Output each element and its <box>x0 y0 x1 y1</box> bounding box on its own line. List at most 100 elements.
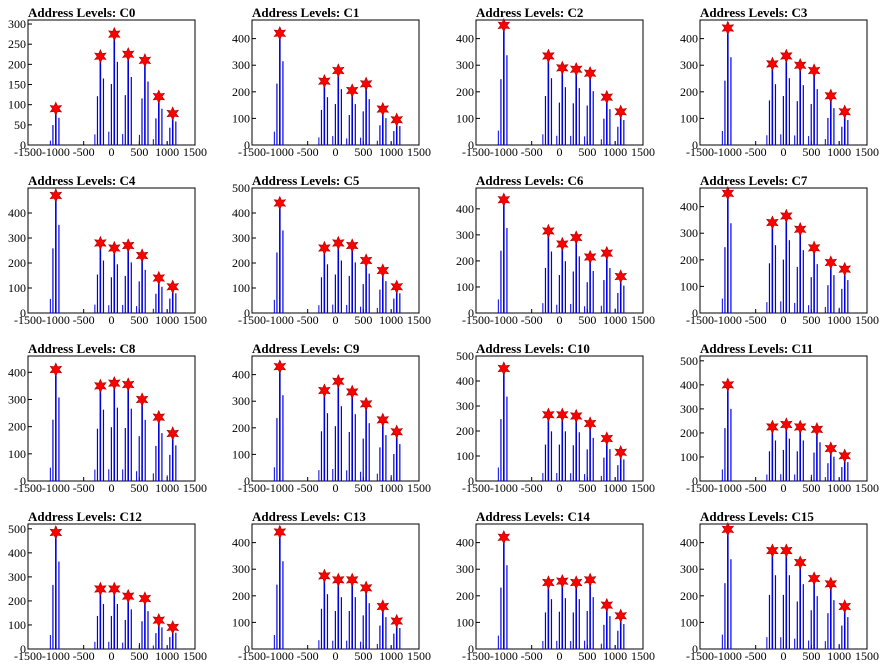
peak-marker <box>793 419 807 435</box>
histogram-spike <box>794 225 804 313</box>
histogram-spike <box>542 51 553 146</box>
histogram-spike <box>49 364 60 481</box>
y-tick-label: 300 <box>456 399 474 413</box>
histogram-spike <box>600 436 611 481</box>
histogram-spike <box>273 360 284 481</box>
y-tick-label: 400 <box>456 536 474 550</box>
peak-marker <box>390 279 404 295</box>
histogram-spike <box>108 378 118 481</box>
peak-marker <box>614 445 628 460</box>
peak-marker <box>824 576 838 592</box>
peak-marker <box>807 571 821 586</box>
y-tick-label: 200 <box>8 420 26 434</box>
histogram-spike <box>556 411 566 481</box>
x-tick-label: 500 <box>578 313 596 327</box>
peak-marker <box>152 270 166 286</box>
peak-marker <box>556 573 569 589</box>
histogram-spike <box>721 380 732 481</box>
x-tick-label: 1500 <box>855 481 879 495</box>
y-tick-label: 400 <box>8 365 26 379</box>
x-tick-label: 500 <box>354 481 372 495</box>
peak-marker <box>542 223 555 239</box>
histogram-spike <box>166 111 177 145</box>
x-tick-label: -1500 <box>462 145 490 159</box>
x-tick-label: -1500 <box>462 313 490 327</box>
histogram-spike <box>780 421 790 481</box>
histogram-spike <box>346 576 356 649</box>
chart-svg: 0 100 200 300 400 500 -1500 -1000 -500 0 500 1000 15… <box>680 354 879 495</box>
peak-marker <box>332 235 345 251</box>
chart-svg: 0 100 200 300 400 -1500 -1000 -500 0 500 1000 1500 <box>232 19 431 159</box>
x-tick-label: -1000 <box>266 145 294 159</box>
x-tick-label: 1000 <box>827 313 851 327</box>
histogram-spike <box>390 118 401 145</box>
y-tick-label: 300 <box>8 17 26 31</box>
peak-marker <box>376 412 390 428</box>
peak-marker <box>345 572 359 588</box>
x-tick-label: 500 <box>578 649 596 663</box>
x-tick-label: -1000 <box>266 649 294 663</box>
y-tick-label: 0 <box>244 642 250 656</box>
y-tick-label: 300 <box>8 392 26 406</box>
x-tick-label: -1500 <box>462 481 490 495</box>
y-tick-label: 400 <box>456 202 474 216</box>
chart-svg: 0 100 200 300 400 -1500 -1000 -500 0 500 1000 1500 <box>8 355 207 495</box>
peak-marker <box>166 106 180 121</box>
peak-marker <box>721 522 735 537</box>
peak-marker <box>376 599 390 614</box>
chart-svg: 0 50 100 150 200 250 300 -1500 -1000 -500 0 500 1000… <box>8 17 207 159</box>
x-tick-label: -1500 <box>686 481 714 495</box>
histogram-spike <box>122 49 132 146</box>
histogram-spike <box>780 545 790 649</box>
x-tick-label: 1000 <box>155 481 179 495</box>
y-tick-label: 300 <box>456 228 474 242</box>
peak-marker <box>600 245 614 261</box>
peak-marker <box>600 89 614 105</box>
peak-marker <box>542 48 555 64</box>
histogram-spike <box>497 531 508 649</box>
peak-marker <box>135 392 149 407</box>
peak-marker <box>166 279 180 295</box>
y-tick-label: 400 <box>8 546 26 560</box>
y-tick-label: 200 <box>680 85 698 99</box>
y-tick-label: 0 <box>244 138 250 152</box>
x-tick-label: 500 <box>130 145 148 159</box>
peak-marker <box>152 612 166 628</box>
y-tick-label: 200 <box>456 85 474 99</box>
x-tick-label: 500 <box>354 145 372 159</box>
histogram-spike <box>94 239 105 313</box>
y-tick-label: 100 <box>232 281 250 295</box>
chart-panel: Address Levels: C2 0 100 200 300 400 -1500 -100… <box>448 0 672 168</box>
histogram-spike <box>721 187 732 313</box>
x-tick-label: 1000 <box>603 145 627 159</box>
chart-title: Address Levels: C10 <box>476 341 590 356</box>
peak-marker <box>583 572 597 588</box>
peak-marker <box>166 620 180 635</box>
x-tick-label: -1500 <box>462 649 490 663</box>
x-tick-label: 1500 <box>631 649 655 663</box>
peak-marker <box>583 249 597 265</box>
peak-marker <box>359 76 373 92</box>
x-tick-label: 500 <box>802 481 820 495</box>
x-tick-label: -1500 <box>686 649 714 663</box>
histogram-spike <box>584 69 594 145</box>
histogram-spike <box>614 110 625 145</box>
x-tick-label: 500 <box>802 145 820 159</box>
chart-title: Address Levels: C0 <box>28 5 136 20</box>
histogram-spike <box>824 580 835 649</box>
y-tick-label: 400 <box>456 32 474 46</box>
y-tick-label: 200 <box>232 256 250 270</box>
histogram-spike <box>360 400 370 481</box>
x-tick-label: 0 <box>557 649 563 663</box>
peak-marker <box>583 65 597 81</box>
peak-marker <box>780 543 793 558</box>
x-tick-label: 1500 <box>407 145 431 159</box>
y-tick-label: 300 <box>680 226 698 240</box>
x-tick-label: -500 <box>297 481 319 495</box>
histogram-spike <box>152 276 163 313</box>
histogram-spike <box>570 579 580 649</box>
peak-marker <box>390 613 404 629</box>
histogram-spike <box>838 604 849 649</box>
histogram-spike <box>376 416 387 481</box>
histogram-spike <box>808 574 818 649</box>
